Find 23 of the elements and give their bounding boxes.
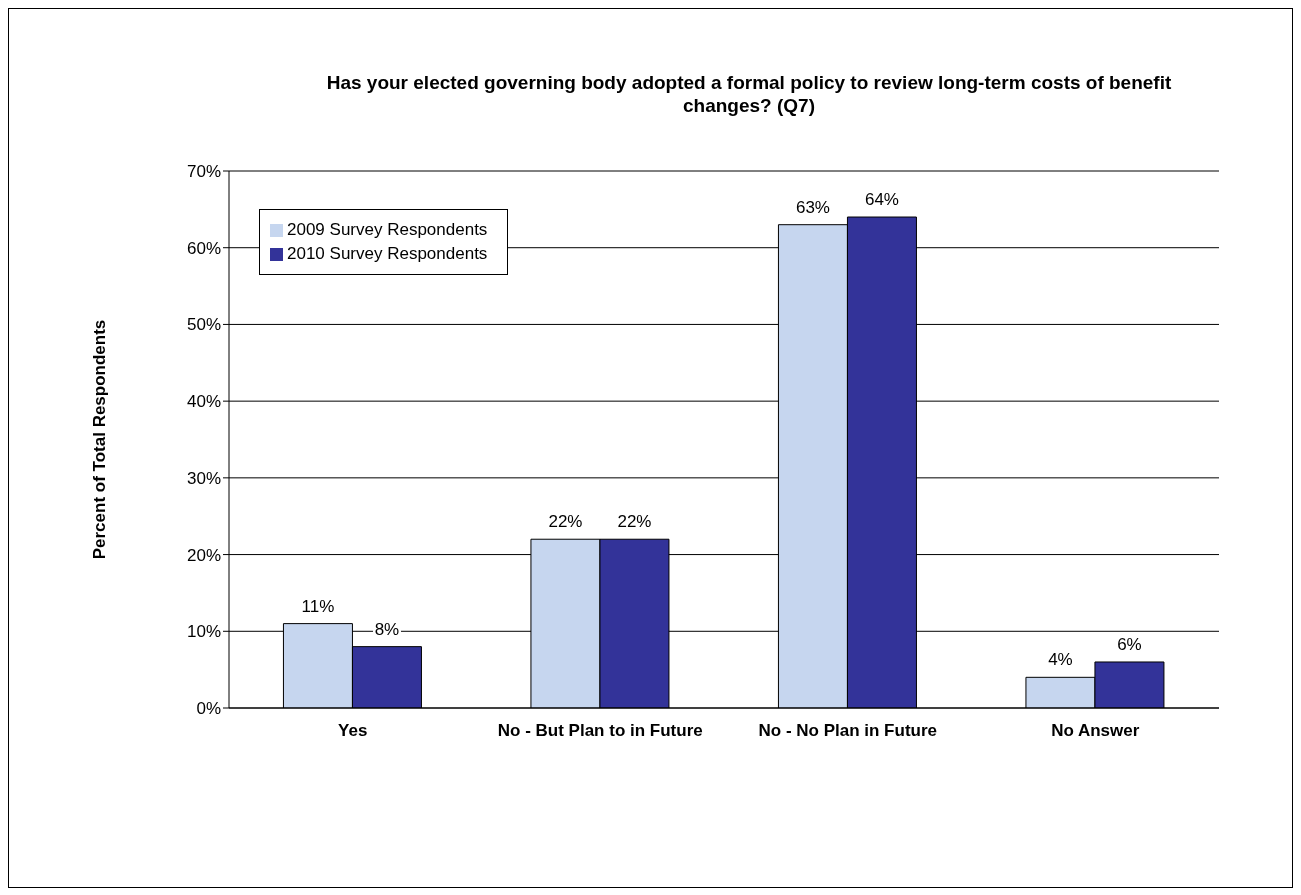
data-label: 22% bbox=[548, 512, 583, 532]
y-tick-label: 40% bbox=[186, 392, 221, 412]
data-label: 6% bbox=[1117, 634, 1142, 654]
legend-label: 2009 Survey Respondents bbox=[287, 220, 488, 239]
y-tick-label: 50% bbox=[186, 315, 221, 335]
y-tick-label: 60% bbox=[186, 238, 221, 258]
y-tick-label: 0% bbox=[196, 699, 221, 719]
data-label: 63% bbox=[795, 197, 830, 217]
y-axis-title: Percent of Total Respondents bbox=[90, 319, 110, 560]
y-tick-label: 70% bbox=[186, 162, 221, 182]
legend-label: 2010 Survey Respondents bbox=[287, 244, 488, 263]
data-label: 4% bbox=[1048, 650, 1073, 670]
x-tick-label: Yes bbox=[338, 721, 368, 741]
x-tick-label: No Answer bbox=[1051, 721, 1140, 741]
y-tick-label: 20% bbox=[186, 545, 221, 565]
x-tick-label: No - No Plan in Future bbox=[758, 721, 937, 741]
x-tick-label: No - But Plan to in Future bbox=[497, 721, 703, 741]
data-label: 22% bbox=[617, 512, 652, 532]
y-tick-label: 30% bbox=[186, 468, 221, 488]
y-tick-label: 10% bbox=[186, 622, 221, 642]
data-label: 64% bbox=[864, 190, 899, 210]
chart-title: Has your elected governing body adopted a formal policy to review long-term costs of benefit changes? (Q7) bbox=[325, 71, 1173, 117]
data-label: 11% bbox=[301, 596, 335, 616]
